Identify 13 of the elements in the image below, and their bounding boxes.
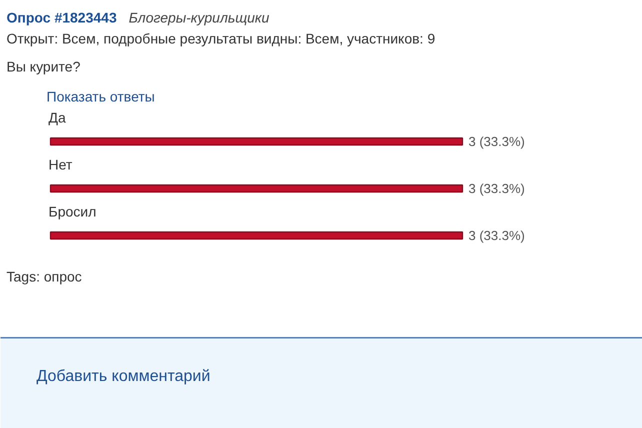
chart-subtitle: Блогеры-курильщики — [128, 10, 270, 26]
y-tick-label: Да — [48, 110, 66, 126]
text: Добавить комментарий — [36, 368, 210, 385]
y-tick-label: Нет — [48, 156, 73, 172]
text: Вы курите? — [6, 58, 81, 74]
data-label: 3 (33.3%) — [468, 181, 525, 196]
data-label: 3 (33.3%) — [468, 134, 525, 149]
text: Tags: опрос — [6, 268, 82, 284]
text: Открыт: Всем, подробные результаты видны: Всем, участников: 9 — [6, 30, 436, 46]
annotation: Показать ответы — [46, 88, 155, 104]
y-tick-label: Бросил — [48, 204, 96, 220]
data-label: 3 (33.3%) — [468, 228, 525, 243]
chart-title: Опрос #1823443 — [6, 10, 117, 26]
